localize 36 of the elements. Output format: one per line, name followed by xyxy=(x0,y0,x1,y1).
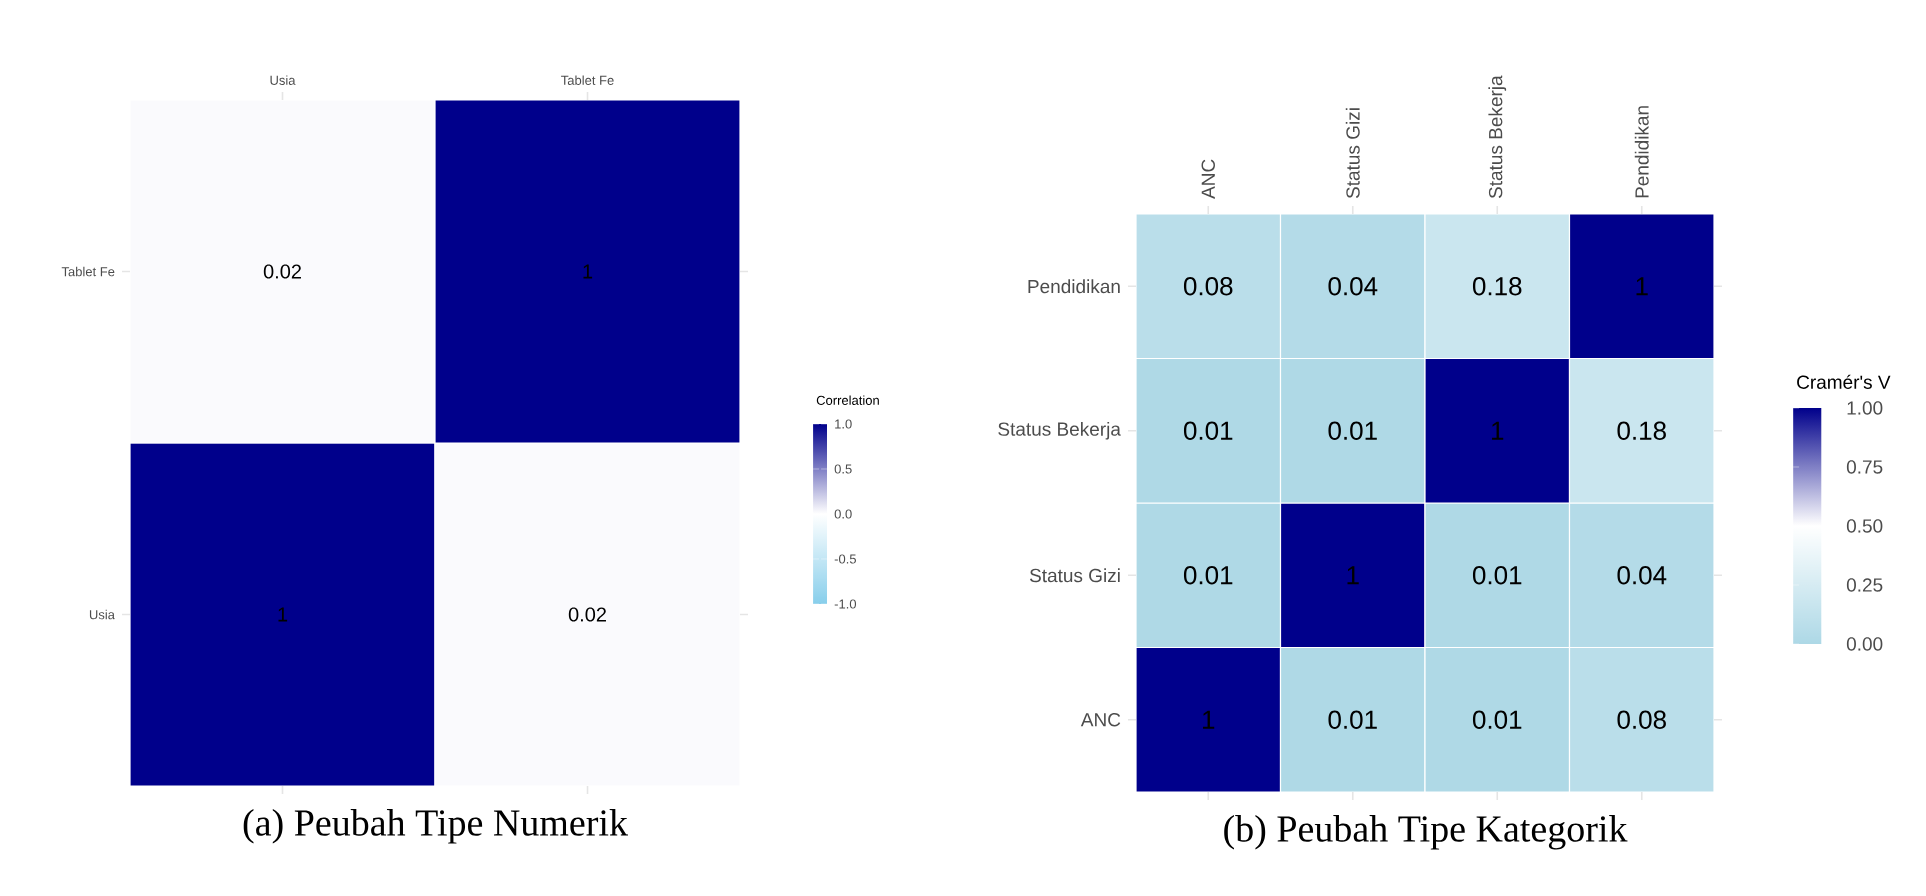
data-label: 0.01 xyxy=(1183,421,1233,440)
data-label: 0.01 xyxy=(1328,710,1377,729)
data-label: 0.18 xyxy=(1617,421,1666,440)
data-label: 1 xyxy=(583,264,593,279)
data-label: 0.04 xyxy=(1617,566,1667,585)
text: (b) Peubah Tipe Kategorik xyxy=(1224,815,1628,850)
color-bar-label: 1.00 xyxy=(1847,401,1883,415)
data-label: 0.01 xyxy=(1183,566,1233,585)
data-label: 0.01 xyxy=(1472,566,1522,585)
data-label: 0.08 xyxy=(1617,710,1666,729)
y-tick-label: Pendidikan xyxy=(1028,279,1120,294)
data-label: 0.18 xyxy=(1472,277,1522,296)
text: (a) Peubah Tipe Numerik xyxy=(243,809,628,844)
data-label: 0.01 xyxy=(1472,710,1522,729)
data-label: 0.02 xyxy=(263,264,301,279)
x-tick-label: Pendidikan xyxy=(1634,106,1649,198)
y-tick-label: Status Bekerja xyxy=(998,421,1121,440)
data-label: 1 xyxy=(278,607,288,622)
y-tick-label: Status Gizi xyxy=(1029,568,1120,583)
data-label: 1 xyxy=(1636,277,1648,296)
color-bar-title: Cramér's V xyxy=(1797,374,1891,389)
data-label: 0.08 xyxy=(1183,277,1233,296)
data-label: 0.02 xyxy=(568,607,606,622)
x-tick-label: ANC xyxy=(1201,159,1215,199)
color-bar-label: 0.50 xyxy=(1846,519,1883,533)
color-bar-label: 0.25 xyxy=(1846,578,1883,592)
x-tick-label: Status Gizi xyxy=(1345,108,1360,199)
y-tick-label: ANC xyxy=(1080,713,1121,727)
data-label: 1 xyxy=(1347,566,1359,585)
data-label: 1 xyxy=(1203,710,1215,729)
data-label: 1 xyxy=(1492,421,1504,440)
data-label: 0.04 xyxy=(1328,277,1378,296)
color-bar-label: 0.00 xyxy=(1846,637,1883,651)
data-label: 0.01 xyxy=(1328,421,1377,440)
x-tick-label: Status Bekerja xyxy=(1488,75,1507,199)
color-bar-label: 0.75 xyxy=(1846,460,1883,474)
